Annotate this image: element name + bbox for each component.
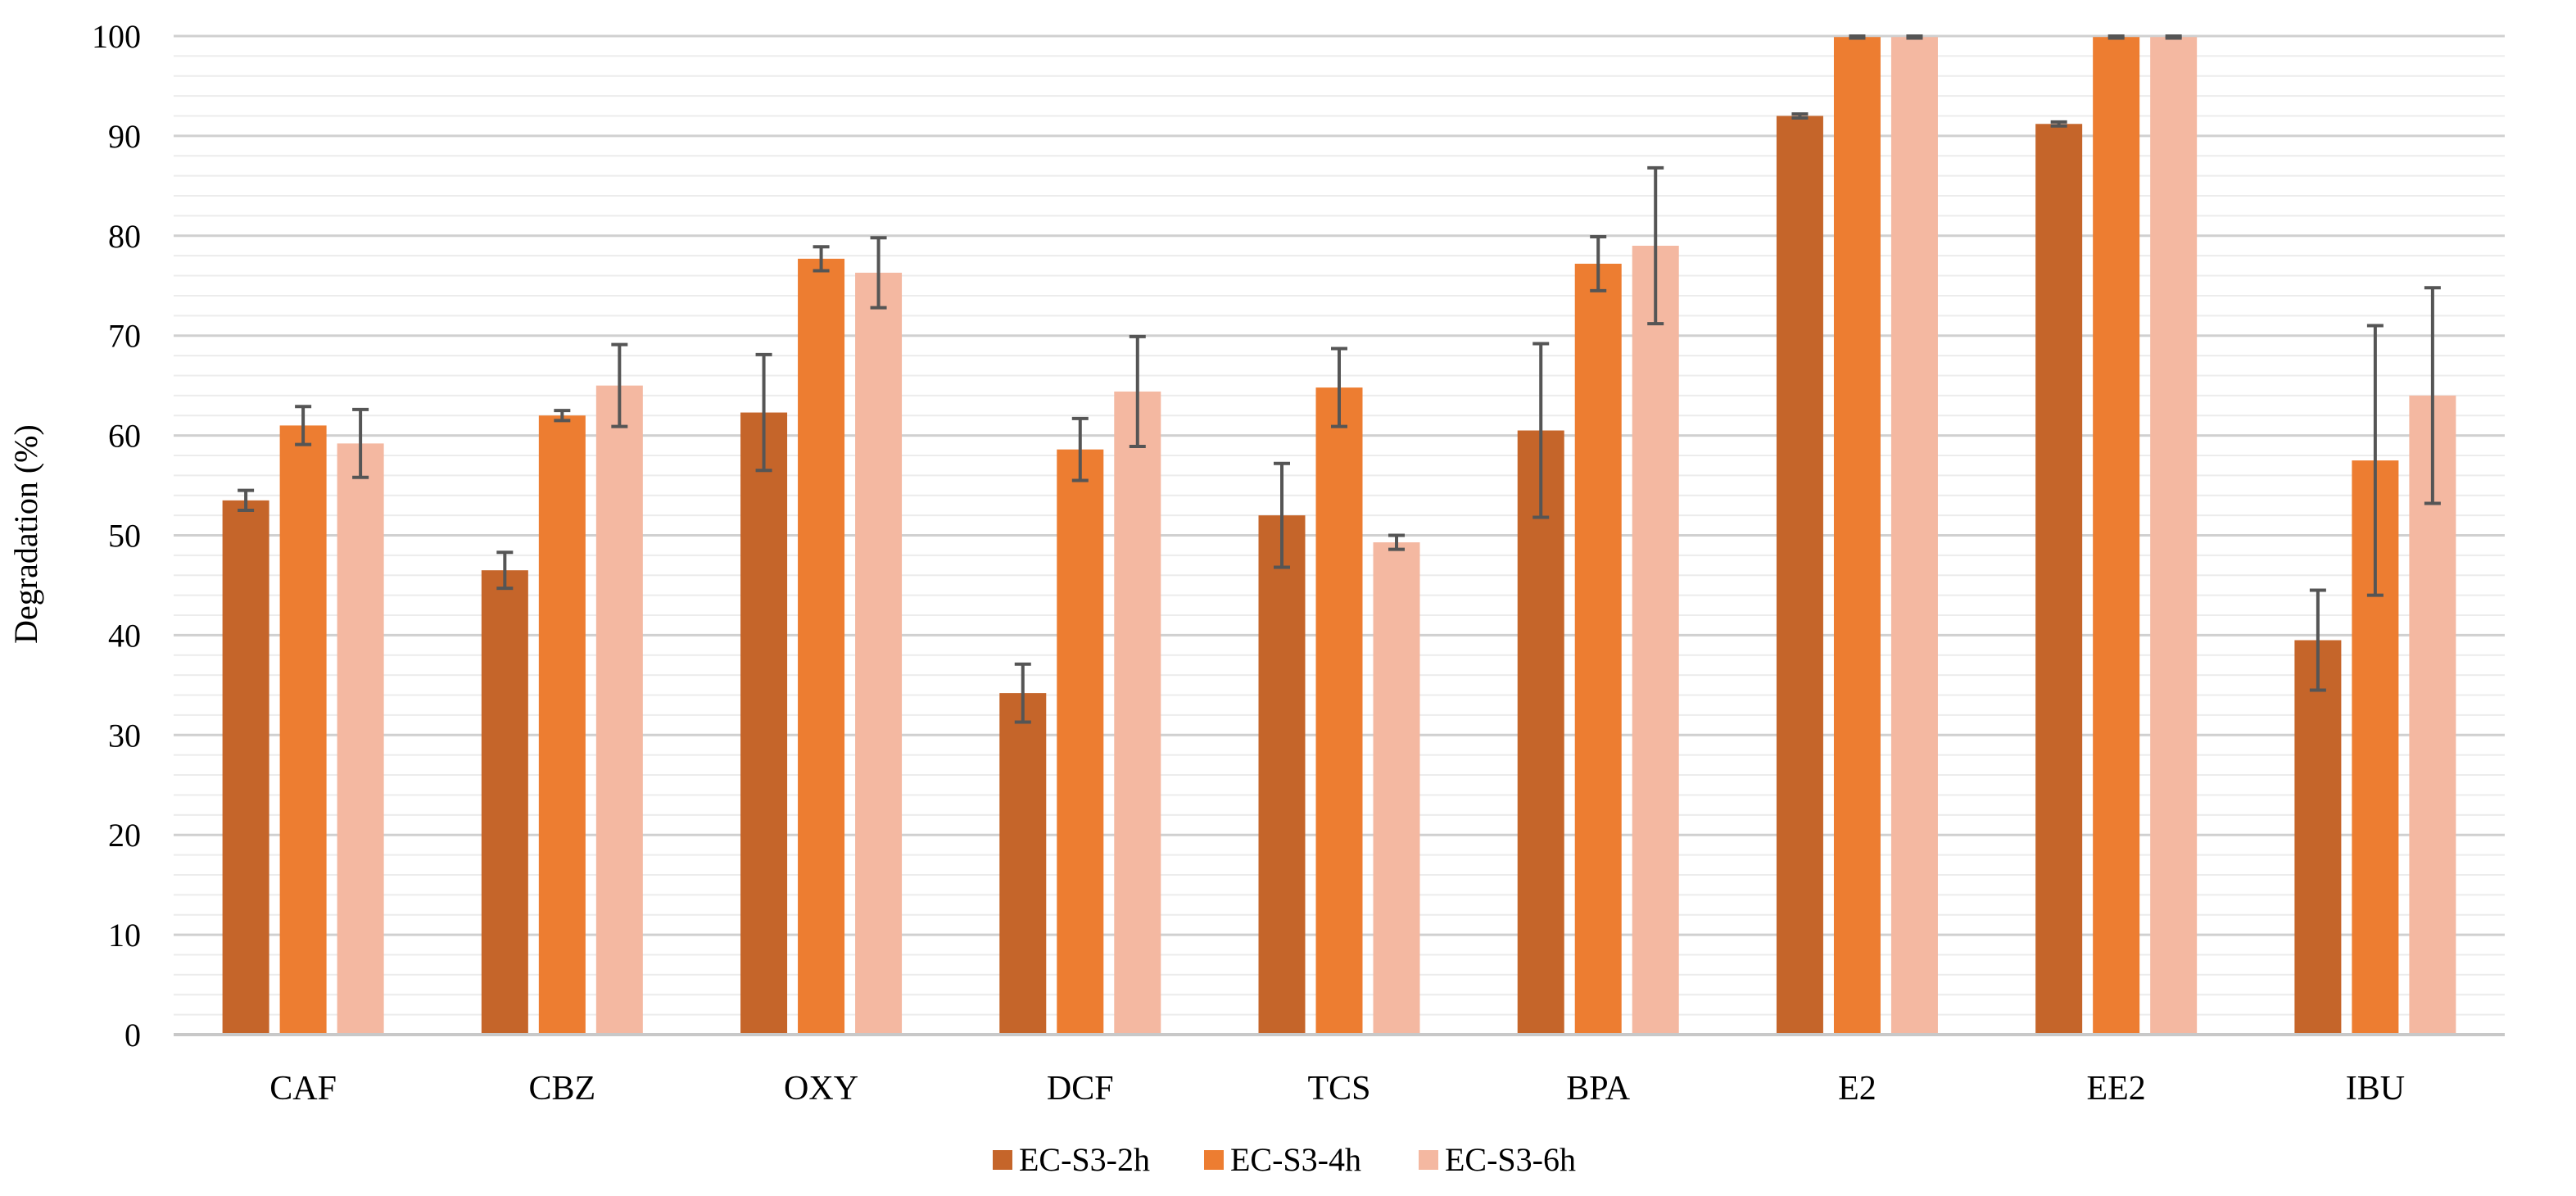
x-tick-label: DCF [1047,1070,1114,1108]
legend-swatch [993,1150,1012,1170]
x-tick-label: CBZ [528,1070,595,1108]
bar-cbz-2 [538,415,586,1035]
bar-caf-2 [279,425,327,1035]
bar-tcs-1 [1258,515,1306,1035]
error-bar-dcf-2 [1071,416,1089,482]
error-bar-dcf-3 [1129,334,1146,449]
bar-caf-3 [337,443,384,1035]
error-bars [238,34,2441,724]
error-bar-oxy-2 [813,245,830,273]
legend-item: EC-S3-6h [1419,1141,1576,1178]
bar-e2-2 [1833,37,1881,1035]
error-bar-ee2-1 [2050,120,2067,128]
x-tick-label: EE2 [2087,1070,2146,1108]
bar-ee2-1 [2035,124,2083,1035]
error-bar-caf-2 [295,405,312,446]
y-tick-label: 60 [108,418,141,455]
error-bar-oxy-1 [755,352,772,473]
error-bar-bpa-3 [1647,165,1664,326]
error-bar-ibu-1 [2309,588,2326,692]
bar-dcf-1 [999,693,1047,1035]
bar-ee2-3 [2150,37,2198,1035]
y-tick-labels: 0 10 20 30 40 50 60 70 80 90 100 [92,18,141,1053]
bar-ibu-1 [2294,640,2342,1035]
y-tick-label: 0 [124,1017,141,1053]
bar-dcf-3 [1114,391,1161,1035]
legend-swatch [1419,1150,1438,1170]
bar-oxy-2 [798,258,845,1035]
error-bar-cbz-1 [496,550,514,591]
x-tick-label: OXY [784,1070,858,1108]
bar-bpa-3 [1632,245,1679,1035]
legend-label: EC-S3-4h [1230,1141,1361,1178]
y-axis-title: Degradation (%) [7,424,44,644]
legend-item: EC-S3-2h [993,1141,1150,1178]
error-bar-dcf-1 [1014,662,1031,724]
bar-oxy-1 [740,412,788,1035]
error-bar-bpa-1 [1532,342,1550,519]
error-bar-tcs-1 [1274,461,1290,569]
legend-swatch [1204,1150,1224,1170]
error-bar-ee2-2 [2107,34,2125,40]
x-tick-label: E2 [1838,1070,1877,1108]
y-tick-label: 100 [92,18,141,55]
error-bar-tcs-3 [1388,533,1405,551]
y-tick-label: 10 [108,917,141,954]
y-tick-label: 50 [108,518,141,555]
x-tick-labels: CAF CBZ OXY DCF TCS BPA E2 EE2 IBU [269,1070,2405,1108]
y-tick-label: 70 [108,318,141,355]
error-bar-ee2-3 [2165,34,2182,40]
bar-oxy-3 [855,272,903,1035]
legend-item: EC-S3-4h [1204,1141,1361,1178]
bar-dcf-2 [1057,449,1104,1035]
legend: EC-S3-2h EC-S3-4h EC-S3-6h [993,1141,1576,1178]
x-tick-label: TCS [1307,1070,1370,1108]
error-bar-cbz-2 [554,409,571,423]
bar-bpa-2 [1574,263,1622,1035]
bar-cbz-1 [481,570,528,1035]
y-tick-label: 80 [108,218,141,255]
error-bar-e2-1 [1791,112,1809,120]
y-tick-label: 20 [108,817,141,854]
error-bar-caf-1 [238,488,255,513]
error-bar-tcs-2 [1331,347,1347,428]
x-tick-label: IBU [2346,1070,2405,1108]
legend-label: EC-S3-2h [1019,1141,1150,1178]
bar-e2-1 [1776,116,1823,1035]
bar-caf-1 [222,500,269,1035]
error-bar-e2-3 [1906,34,1923,40]
x-tick-label: CAF [269,1070,337,1108]
error-bar-bpa-2 [1590,235,1607,292]
y-tick-label: 30 [108,717,141,754]
error-bar-cbz-3 [611,342,628,428]
bars [222,37,2456,1035]
x-tick-label: BPA [1566,1070,1631,1108]
bar-tcs-3 [1373,542,1420,1035]
error-bar-caf-3 [352,407,369,479]
bar-e2-3 [1890,37,1938,1035]
bar-tcs-2 [1315,387,1363,1035]
y-tick-label: 90 [108,118,141,155]
error-bar-ibu-2 [2366,324,2384,597]
error-bar-e2-2 [1849,34,1866,40]
error-bar-oxy-3 [870,236,887,310]
bar-bpa-1 [1517,430,1564,1035]
bar-ee2-2 [2093,37,2140,1035]
bar-cbz-3 [595,385,643,1035]
legend-label: EC-S3-6h [1445,1141,1576,1178]
y-tick-label: 40 [108,617,141,654]
error-bar-ibu-3 [2424,286,2441,505]
